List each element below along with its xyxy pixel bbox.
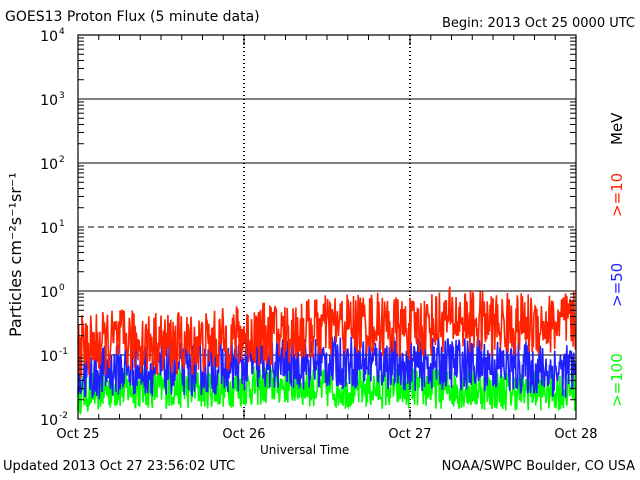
x-tick-label: Oct 25 <box>56 427 99 442</box>
y-tick-label: 10 <box>40 285 58 301</box>
x-tick-label: Oct 26 <box>222 427 265 442</box>
y-tick-label: 10 <box>40 93 58 109</box>
y-tick-exponent: 1 <box>59 219 65 229</box>
chart-title: GOES13 Proton Flux (5 minute data) <box>5 9 260 25</box>
y-tick-label: 10 <box>40 29 58 45</box>
y-tick-exponent: 2 <box>59 155 65 165</box>
y-tick-label: 10 <box>40 413 58 429</box>
series-line-ge10 <box>77 286 577 378</box>
x-tick-label: Oct 28 <box>554 427 597 442</box>
y-tick-label: 10 <box>40 157 58 173</box>
x-tick-label: Oct 27 <box>388 427 431 442</box>
y-tick-exponent: 4 <box>59 27 65 37</box>
y-tick-exponent: 0 <box>59 283 65 293</box>
y-tick-label: 10 <box>40 349 58 365</box>
y-tick-label: 10 <box>40 221 58 237</box>
y-tick-exponent: -2 <box>59 411 68 421</box>
updated-timestamp: Updated 2013 Oct 27 23:56:02 UTC <box>3 459 236 474</box>
y-tick-exponent: -1 <box>59 347 68 357</box>
y-tick-exponent: 3 <box>59 91 65 101</box>
x-axis-label: Universal Time <box>260 443 350 457</box>
begin-time-label: Begin: 2013 Oct 25 0000 UTC <box>441 16 635 31</box>
source-credit: NOAA/SWPC Boulder, CO USA <box>441 459 635 474</box>
